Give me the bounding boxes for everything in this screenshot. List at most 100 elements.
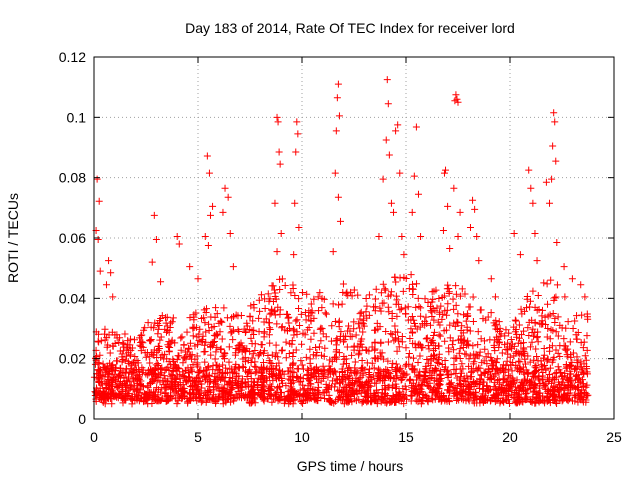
data-point (278, 324, 286, 332)
data-point (424, 359, 432, 367)
data-point (438, 293, 446, 301)
data-point (318, 304, 326, 312)
data-point (426, 302, 434, 310)
data-point (436, 321, 444, 329)
data-point (540, 345, 548, 353)
data-point (241, 379, 249, 387)
data-point (424, 342, 432, 350)
data-point (368, 359, 376, 367)
data-point (343, 395, 351, 403)
data-point (213, 381, 221, 389)
data-point (195, 395, 203, 403)
data-point (513, 333, 521, 341)
data-point (384, 338, 392, 346)
data-point (514, 339, 522, 347)
data-point (396, 306, 404, 314)
data-point (554, 363, 562, 371)
data-point (515, 334, 523, 342)
data-point (335, 112, 343, 120)
data-point (523, 295, 531, 303)
data-point (142, 370, 150, 378)
data-point (318, 325, 326, 333)
data-point (388, 310, 396, 318)
data-point (491, 370, 499, 378)
data-point (141, 349, 149, 357)
data-point (574, 386, 582, 394)
data-point (578, 368, 586, 376)
data-point (228, 328, 236, 336)
data-point (384, 292, 392, 300)
data-point (275, 382, 283, 390)
data-point (405, 353, 413, 361)
data-point (114, 383, 122, 391)
data-point (235, 372, 243, 380)
data-point (392, 360, 400, 368)
data-point (97, 396, 105, 404)
data-point (567, 353, 575, 361)
data-point (501, 332, 509, 340)
data-point (126, 335, 134, 343)
data-point (351, 390, 359, 398)
data-point (393, 347, 401, 355)
data-point (508, 377, 516, 385)
data-point (186, 339, 194, 347)
data-point (524, 369, 532, 377)
data-point (113, 393, 121, 401)
data-point (359, 384, 367, 392)
data-point (135, 334, 143, 342)
data-point (445, 288, 453, 296)
data-point (509, 358, 517, 366)
data-point (104, 394, 112, 402)
data-point (436, 381, 444, 389)
data-point (161, 375, 169, 383)
data-point (573, 312, 581, 320)
data-point (409, 366, 417, 374)
data-point (515, 357, 523, 365)
data-point (125, 389, 133, 397)
data-point (501, 366, 509, 374)
data-point (495, 343, 503, 351)
data-point (309, 369, 317, 377)
data-point (321, 344, 329, 352)
data-point (122, 382, 130, 390)
data-point (365, 382, 373, 390)
data-point (201, 232, 209, 240)
data-point (104, 392, 112, 400)
data-point (232, 360, 240, 368)
data-point (448, 341, 456, 349)
data-point (136, 386, 144, 394)
data-point (288, 340, 296, 348)
data-point (236, 383, 244, 391)
data-point (279, 379, 287, 387)
data-point (414, 359, 422, 367)
data-point (222, 364, 230, 372)
data-point (225, 389, 233, 397)
data-point (218, 318, 226, 326)
data-point (552, 398, 560, 406)
data-point (185, 344, 193, 352)
data-point (500, 398, 508, 406)
data-point (163, 313, 171, 321)
data-point (530, 356, 538, 364)
data-point (520, 327, 528, 335)
data-point (162, 319, 170, 327)
data-point (551, 118, 559, 126)
data-point (261, 295, 269, 303)
data-point (267, 364, 275, 372)
data-point (491, 398, 499, 406)
data-point (446, 380, 454, 388)
data-point (377, 339, 385, 347)
data-point (453, 319, 461, 327)
data-point (145, 353, 153, 361)
data-point (337, 388, 345, 396)
data-point (291, 292, 299, 300)
data-point (584, 315, 592, 323)
data-point (289, 284, 297, 292)
data-point (562, 346, 570, 354)
data-point (498, 397, 506, 405)
data-point (309, 351, 317, 359)
data-point (291, 396, 299, 404)
data-point (371, 354, 379, 362)
data-point (444, 281, 452, 289)
data-point (255, 350, 263, 358)
